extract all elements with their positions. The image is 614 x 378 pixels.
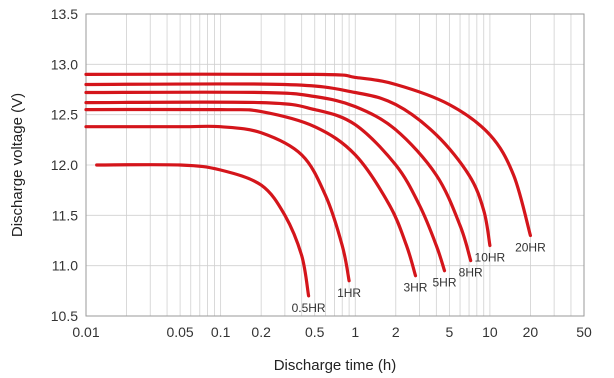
x-tick-label: 0.01 xyxy=(72,324,99,340)
y-tick-label: 12.5 xyxy=(51,107,78,123)
y-tick-label: 12.0 xyxy=(51,157,78,173)
series-label: 0.5HR xyxy=(292,301,326,315)
series-line-8hr xyxy=(84,90,473,263)
x-tick-label: 0.05 xyxy=(166,324,193,340)
y-tick-label: 11.5 xyxy=(52,207,78,223)
y-tick-label: 11.0 xyxy=(52,258,78,274)
series-line-0-5hr xyxy=(95,163,311,298)
series-line-1hr xyxy=(84,124,351,283)
y-tick-label: 10.5 xyxy=(51,308,78,324)
series-line-10hr xyxy=(84,82,492,248)
y-axis-title: Discharge voltage (V) xyxy=(9,93,26,237)
x-tick-label: 0.1 xyxy=(211,324,231,340)
y-axis-ticks: 10.5 11.0 11.5 12.0 12.5 13.0 13.5 xyxy=(51,6,78,324)
series-line-3hr xyxy=(84,107,418,278)
x-tick-label: 5 xyxy=(445,324,453,340)
x-axis-title: Discharge time (h) xyxy=(274,357,397,374)
x-tick-label: 0.5 xyxy=(305,324,325,340)
x-tick-label: 0.2 xyxy=(251,324,271,340)
y-tick-label: 13.5 xyxy=(51,6,78,22)
series-label: 20HR xyxy=(515,240,546,254)
plot-frame xyxy=(85,13,585,317)
series-line-5hr xyxy=(84,100,447,273)
x-tick-label: 50 xyxy=(576,324,592,340)
x-tick-label: 2 xyxy=(392,324,400,340)
series-lines xyxy=(84,72,532,298)
x-axis-ticks: 0.01 0.05 0.1 0.2 0.5 1 2 5 10 20 50 xyxy=(72,324,592,340)
y-tick-label: 13.0 xyxy=(51,56,78,72)
series-label: 1HR xyxy=(337,286,361,300)
series-label: 3HR xyxy=(403,281,427,295)
x-tick-label: 20 xyxy=(523,324,539,340)
series-label: 8HR xyxy=(459,266,483,280)
series-label: 5HR xyxy=(432,276,456,290)
x-tick-label: 1 xyxy=(351,324,359,340)
x-tick-label: 10 xyxy=(482,324,498,340)
grid-lines xyxy=(85,13,585,317)
series-label: 10HR xyxy=(475,251,506,265)
series-line-20hr xyxy=(84,72,532,238)
